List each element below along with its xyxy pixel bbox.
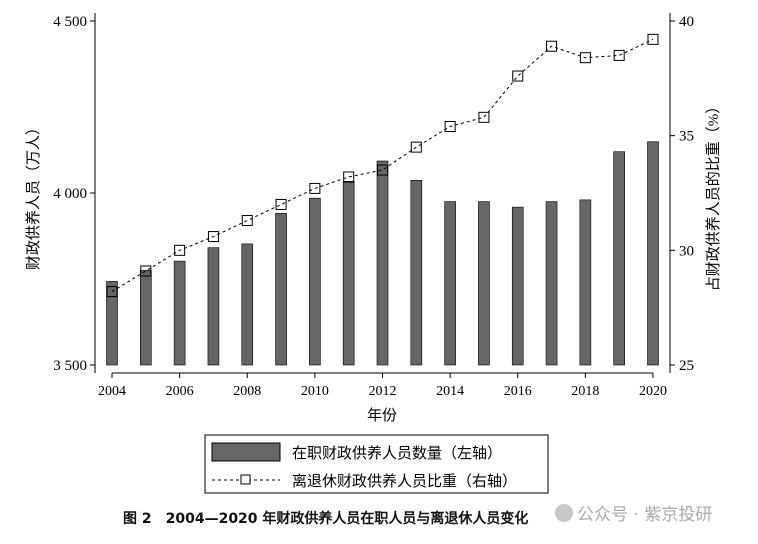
bar-2005 (140, 270, 152, 366)
y-right-tick-label: 30 (679, 243, 694, 259)
marker-2017 (546, 40, 558, 52)
bar-2008 (241, 243, 254, 366)
bar-2014 (444, 201, 456, 366)
y-left-tick-label: 4 500 (53, 14, 87, 30)
bar-2020 (647, 141, 659, 366)
bar-2017 (545, 201, 558, 366)
marker-2012 (377, 164, 388, 176)
y-right-tick-label: 25 (679, 358, 694, 374)
y-right-tick-label: 35 (679, 129, 694, 145)
bar-2019 (613, 151, 625, 366)
wechat-icon (555, 503, 573, 522)
marker-2008 (241, 215, 253, 227)
legend-bar-label: 在职财政供养人员数量（左轴） (292, 445, 502, 462)
marker-2004 (106, 286, 118, 298)
marker-2007 (207, 231, 219, 243)
x-axis-label: 年份 (367, 407, 397, 424)
bar-2007 (207, 247, 220, 366)
bar-2012 (376, 160, 389, 366)
marker-2009 (275, 198, 287, 210)
marker-2006 (174, 244, 186, 256)
bar-2004 (106, 281, 118, 366)
marker-2010 (309, 182, 321, 194)
marker-2014 (444, 120, 456, 132)
x-tick-label: 2008 (233, 384, 261, 399)
marker-2013 (410, 141, 422, 153)
x-tick-label: 2020 (639, 384, 667, 399)
bar-2018 (579, 199, 592, 366)
watermark: 公众号 · 紫京投研 (555, 500, 712, 525)
y-axis-left-label: 财政供养人员（万人） (25, 120, 42, 270)
chart-svg: 2004 2006 2008 2010 2012 2014 2016 2018 2020 3 50… (25, 13, 722, 494)
bar-2006 (173, 260, 186, 366)
x-tick-label: 2018 (571, 384, 599, 399)
legend-line-marker (240, 474, 251, 485)
x-tick-label: 2016 (504, 384, 532, 399)
x-tick-label: 2012 (369, 384, 397, 399)
bar-2015 (478, 201, 490, 366)
y-left-tick-label: 4 000 (53, 186, 87, 202)
marker-2005 (140, 265, 152, 277)
figure-caption: 图 2 2004—2020 年财政供养人员在职人员与离退休人员变化 (123, 511, 529, 527)
y-left-tick-label: 3 500 (53, 358, 87, 374)
marker-2019 (613, 49, 625, 61)
x-tick-label: 2014 (436, 384, 464, 399)
y-right-tick-label: 40 (679, 14, 694, 30)
bar-2013 (410, 179, 423, 366)
x-tick-label: 2006 (166, 384, 194, 399)
marker-2020 (647, 33, 659, 45)
bar-2016 (511, 206, 524, 366)
x-tick-label: 2004 (98, 384, 126, 399)
marker-2011 (343, 171, 355, 183)
watermark-text: 公众号 · 紫京投研 (577, 505, 713, 525)
marker-2016 (512, 70, 524, 82)
y-axis-right-label: 占财政供养人员的比重（%） (705, 99, 722, 292)
ratio-line (111, 38, 654, 293)
bar-2010 (309, 197, 321, 366)
marker-2015 (478, 111, 490, 123)
legend-bar-swatch (211, 442, 281, 462)
bar-2009 (275, 212, 287, 366)
bar-2011 (342, 181, 355, 366)
x-tick-label: 2010 (301, 384, 329, 399)
legend-line-label: 离退休财政供养人员比重（右轴） (292, 473, 517, 490)
marker-2018 (579, 52, 591, 64)
legend: 在职财政供养人员数量（左轴） 离退休财政供养人员比重（右轴） (204, 434, 549, 494)
